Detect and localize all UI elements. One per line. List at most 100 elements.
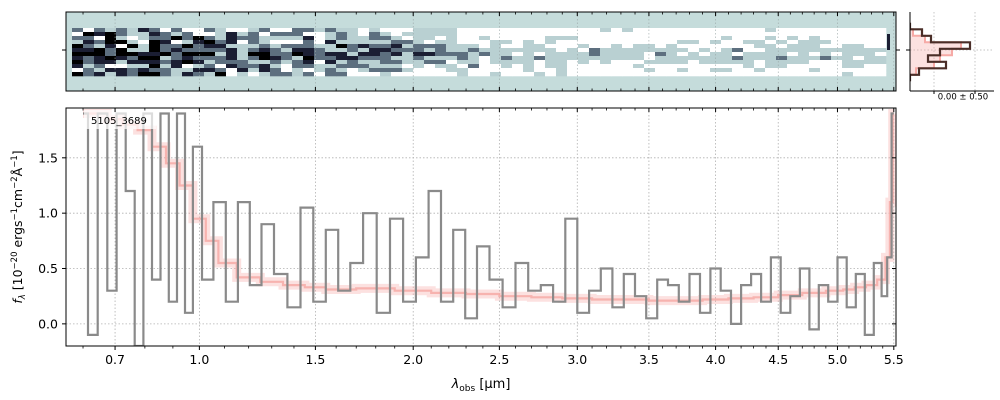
heatmap-cell [94, 28, 106, 33]
heatmap-cell [83, 72, 95, 77]
x-tick-label: 4.0 [706, 352, 726, 367]
profile-annotation: 0.00 ± 0.50 [938, 93, 988, 103]
heatmap-cell [72, 72, 84, 77]
heatmap-cell [116, 64, 128, 69]
heatmap-cell [688, 72, 700, 77]
heatmap-cell [831, 44, 843, 49]
model-profile-fill [910, 22, 961, 82]
heatmap-cell [710, 48, 722, 53]
heatmap-cell [336, 56, 348, 61]
heatmap-cell [688, 44, 700, 49]
heatmap-cell [732, 36, 744, 41]
heatmap-cell [622, 68, 634, 73]
heatmap-cell [611, 52, 623, 57]
heatmap-cell [688, 56, 700, 61]
heatmap-cell [292, 72, 304, 77]
heatmap-cell [688, 64, 700, 69]
heatmap-cell [765, 56, 777, 61]
heatmap-cell [160, 32, 172, 37]
heatmap-cell [424, 40, 436, 45]
heatmap-cell [402, 44, 414, 49]
heatmap-cell [721, 28, 733, 33]
heatmap-cell [633, 68, 645, 73]
heatmap-cell [105, 60, 117, 65]
heatmap-cell [336, 60, 348, 65]
heatmap-cell [633, 64, 645, 69]
heatmap-cell [347, 64, 359, 69]
heatmap-cell [138, 64, 150, 69]
heatmap-cell [688, 48, 700, 53]
heatmap-cell [270, 28, 282, 33]
heatmap-cell [666, 52, 678, 57]
heatmap-cell [171, 48, 183, 53]
heatmap-cell [72, 44, 84, 49]
heatmap-cell [215, 48, 227, 53]
heatmap-cell [105, 52, 117, 57]
heatmap-cell [754, 40, 766, 45]
heatmap-cell [887, 34, 890, 50]
heatmap-cell [303, 40, 315, 45]
heatmap-cell [776, 52, 788, 57]
heatmap-cell [325, 64, 337, 69]
heatmap-cell [600, 60, 612, 65]
heatmap-cell [545, 60, 557, 65]
heatmap-cell [523, 36, 535, 41]
heatmap-cell [369, 28, 381, 33]
heatmap-cell [336, 44, 348, 49]
heatmap-cell [589, 64, 601, 69]
heatmap-cell [677, 36, 689, 41]
heatmap-cell [457, 52, 469, 57]
heatmap-cell [754, 48, 766, 53]
heatmap-cell [358, 64, 370, 69]
heatmap-cell [534, 44, 546, 49]
heatmap-cell [798, 68, 810, 73]
heatmap-cell [853, 32, 865, 37]
heatmap-cell [237, 32, 249, 37]
heatmap-cell [754, 56, 766, 61]
heatmap-cell [864, 40, 876, 45]
heatmap-cell [677, 44, 689, 49]
heatmap-cell [501, 68, 513, 73]
heatmap-cell [864, 52, 876, 57]
heatmap-cell [347, 36, 359, 41]
heatmap-cell [655, 44, 667, 49]
heatmap-cell [325, 60, 337, 65]
heatmap-cell [512, 60, 524, 65]
heatmap-cell [204, 36, 216, 41]
heatmap-cell [842, 60, 854, 65]
heatmap-cell [798, 40, 810, 45]
heatmap-cell [743, 64, 755, 69]
heatmap-cell [556, 40, 568, 45]
heatmap-cell [512, 28, 524, 33]
heatmap-cell [204, 48, 216, 53]
spectrum-2d-panel [62, 11, 900, 92]
heatmap-cell [512, 48, 524, 53]
heatmap-cell [336, 64, 348, 69]
heatmap-cell [105, 44, 117, 49]
heatmap-cell [358, 28, 370, 33]
heatmap-cell [182, 40, 194, 45]
heatmap-cell [875, 44, 887, 49]
heatmap-cell [820, 60, 832, 65]
heatmap-cell [259, 52, 271, 57]
heatmap-cell [303, 56, 315, 61]
heatmap-cell [347, 32, 359, 37]
heatmap-cell [600, 64, 612, 69]
heatmap-cell [666, 36, 678, 41]
heatmap-cell [776, 40, 788, 45]
heatmap-cell [314, 60, 326, 65]
heatmap-cell [149, 68, 161, 73]
heatmap-cell [149, 32, 161, 37]
heatmap-cell [127, 68, 139, 73]
heatmap-cell [545, 48, 557, 53]
heatmap-cell [666, 68, 678, 73]
heatmap-cell [171, 28, 183, 33]
heatmap-cell [413, 36, 425, 41]
heatmap-cell [204, 56, 216, 61]
heatmap-cell [501, 48, 513, 53]
heatmap-cell [226, 48, 238, 53]
heatmap-cell [798, 60, 810, 65]
heatmap-cell [72, 52, 84, 57]
heatmap-cell [875, 32, 887, 37]
heatmap-cell [875, 64, 887, 69]
